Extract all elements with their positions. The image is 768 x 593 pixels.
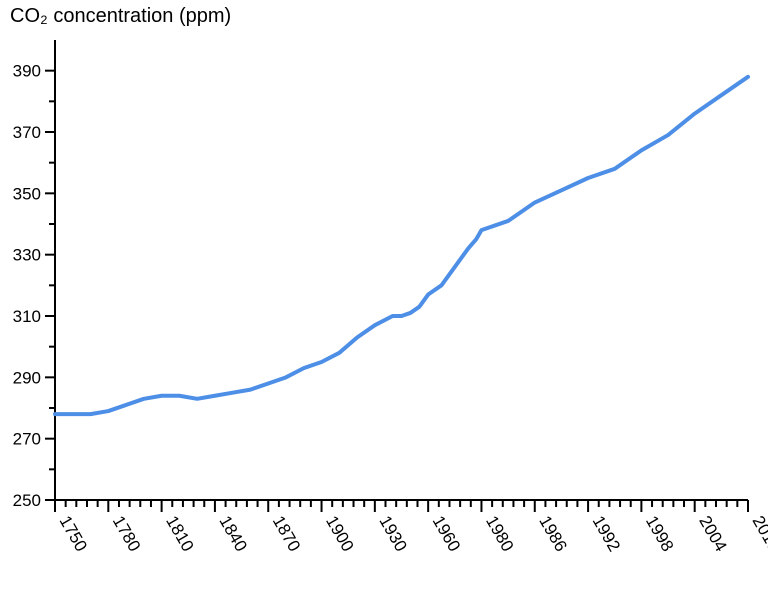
chart-title: CO₂ concentration (ppm) — [10, 5, 231, 27]
y-tick-label: 390 — [13, 62, 41, 81]
y-tick-label: 250 — [13, 491, 41, 510]
y-tick-label: 350 — [13, 184, 41, 203]
y-tick-label: 270 — [13, 430, 41, 449]
y-tick-label: 370 — [13, 123, 41, 142]
co2-chart: CO₂ concentration (ppm) 250 270 290 310 330 35… — [0, 0, 768, 593]
y-tick-label: 330 — [13, 246, 41, 265]
y-tick-label: 290 — [13, 368, 41, 387]
y-tick-label: 310 — [13, 307, 41, 326]
